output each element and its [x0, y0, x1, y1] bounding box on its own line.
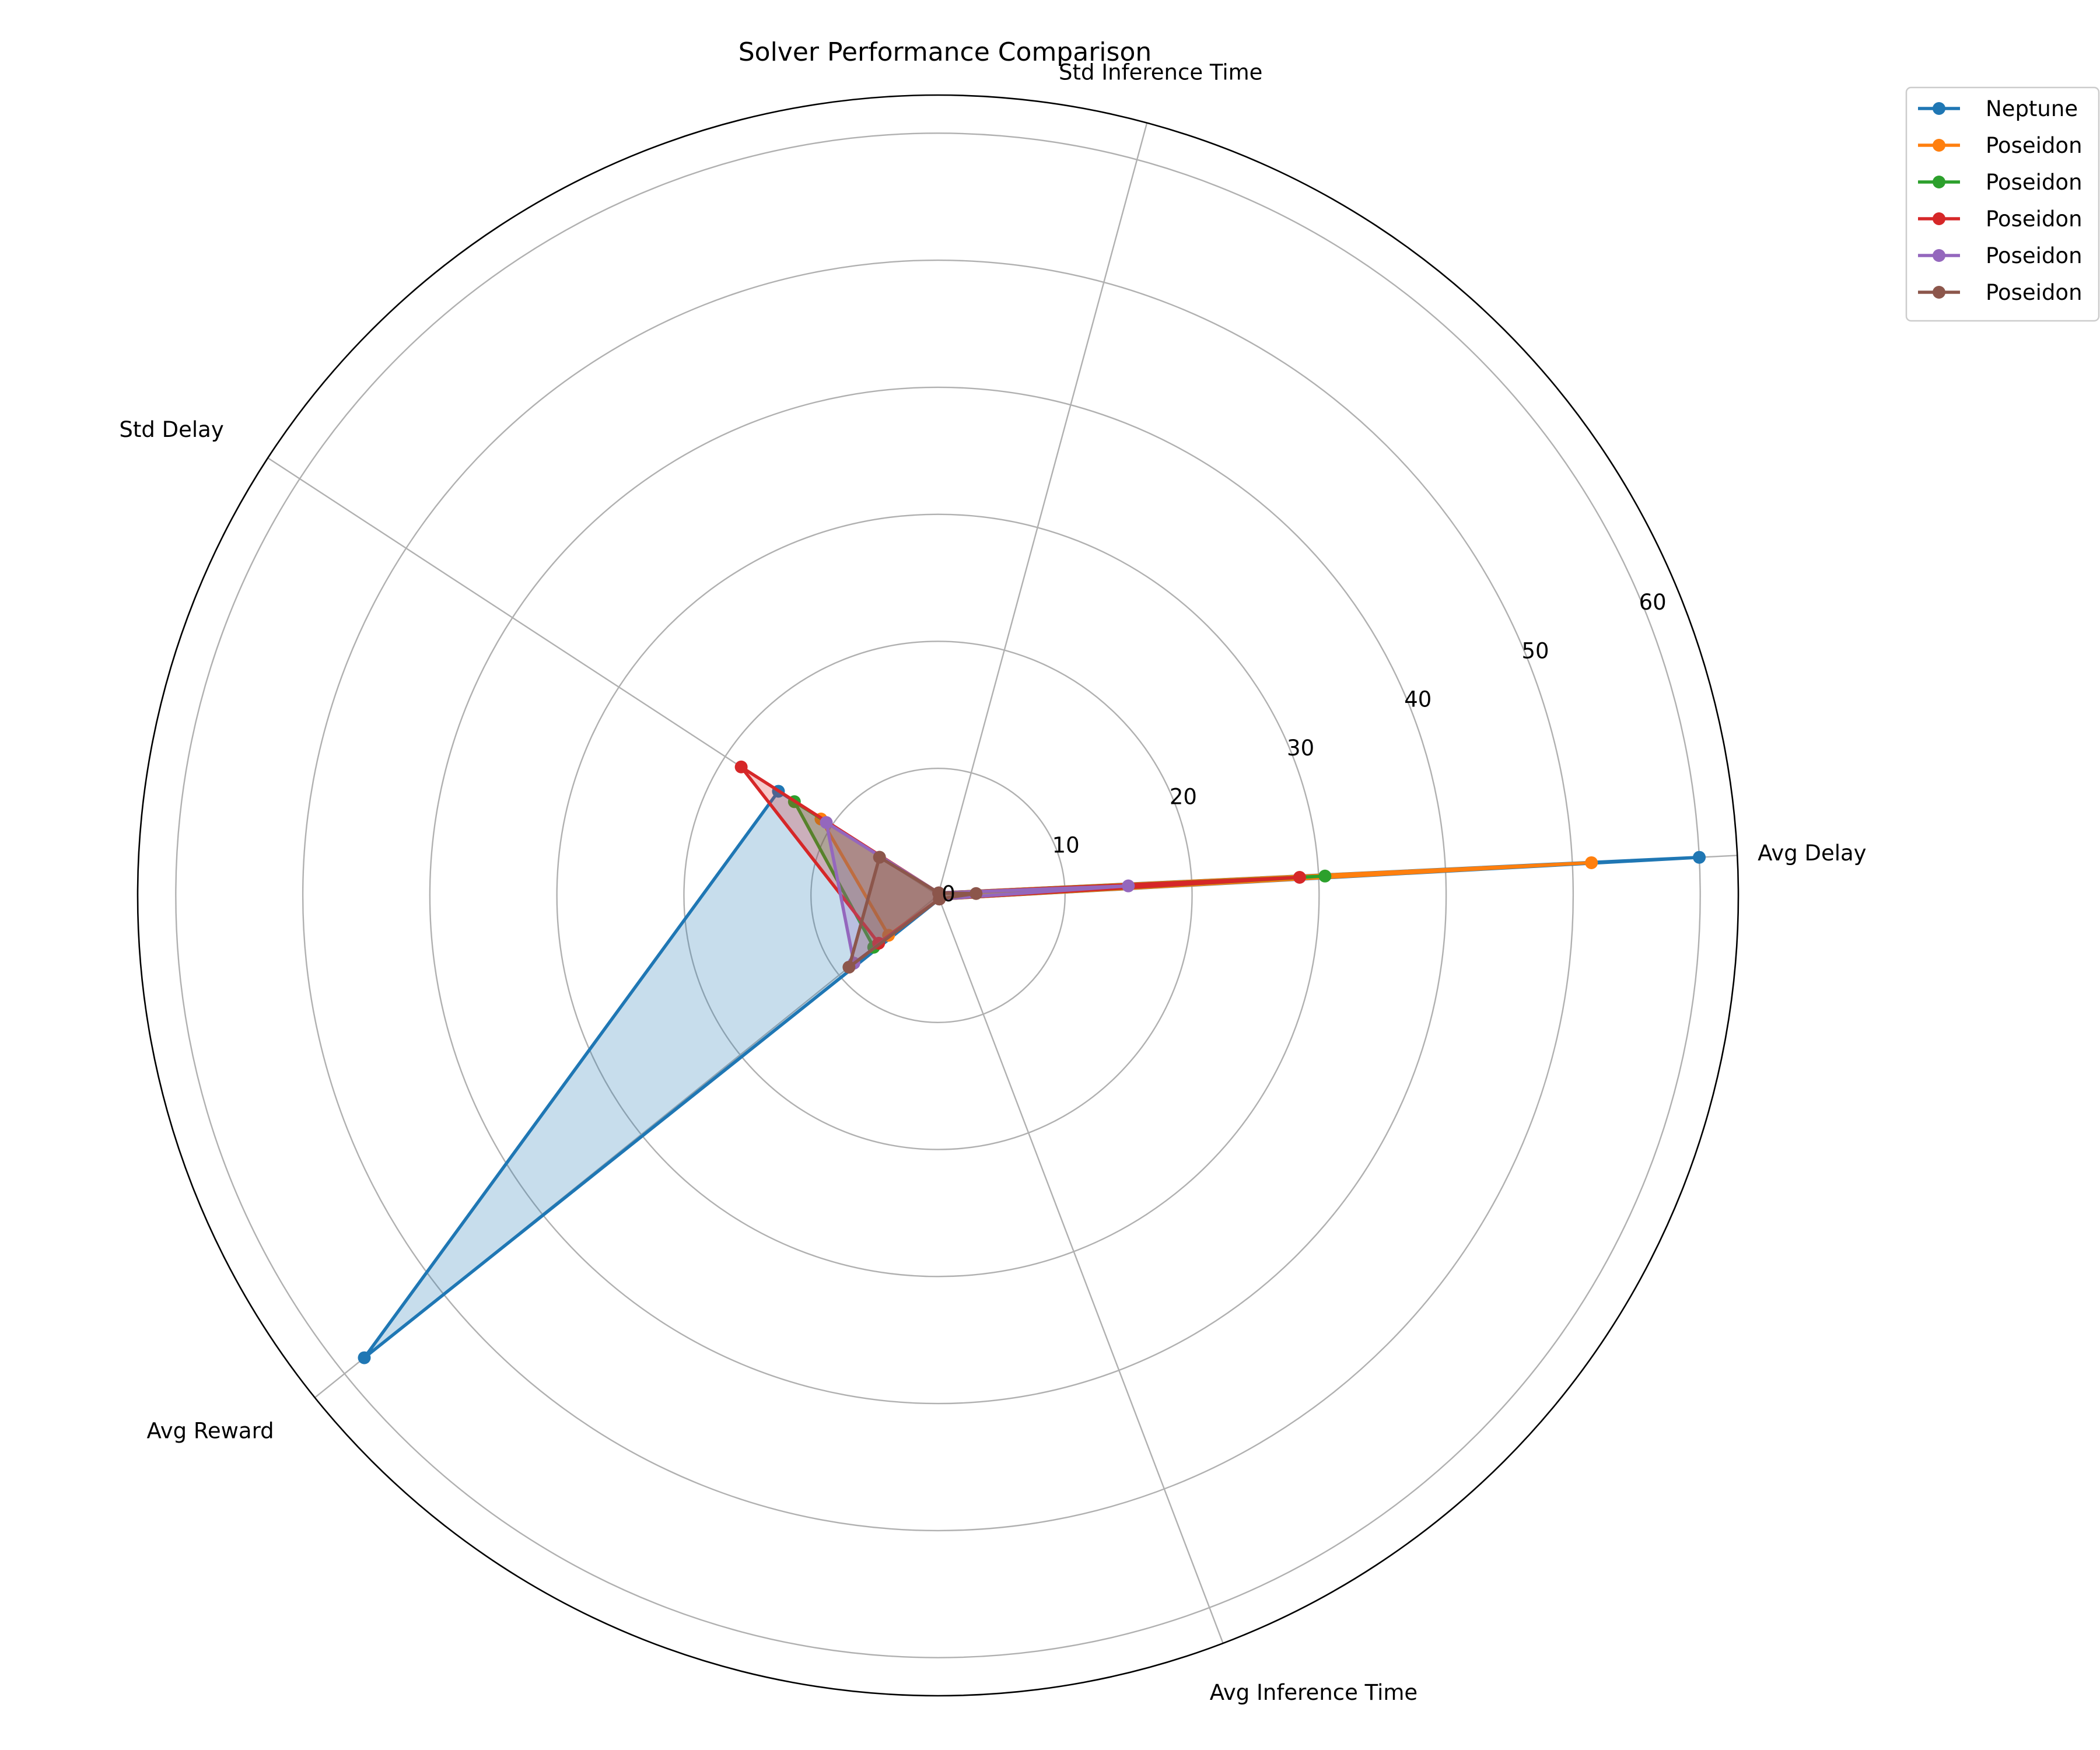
grid-circle-10: [810, 768, 1066, 1023]
outer-frame: [136, 94, 1740, 1697]
series-fill-5: [849, 857, 977, 967]
series-1-point-0: [1585, 856, 1598, 869]
series-5-point-3: [873, 850, 886, 864]
series-5-point-0: [970, 887, 983, 900]
radial-tick-label-10: 10: [1052, 833, 1080, 858]
series-3-point-0: [1293, 870, 1306, 884]
axis-label-0: Avg Delay: [1758, 841, 1866, 866]
axis-label-4: Std Inference Time: [1059, 60, 1262, 85]
grid-circle-60: [175, 132, 1701, 1658]
series-4-point-3: [820, 816, 833, 830]
spoke-1: [937, 895, 1224, 1644]
legend-swatch-marker-2: [1933, 176, 1945, 188]
radial-tick-label-0: 0: [942, 881, 956, 907]
series-0-point-2: [358, 1351, 371, 1364]
legend-swatch-marker-0: [1933, 102, 1945, 115]
legend-label-4: Poseidon: [1986, 243, 2082, 268]
legend-swatch-marker-5: [1933, 286, 1945, 299]
series-fill-0: [364, 791, 1699, 1358]
axis-label-2: Avg Reward: [147, 1418, 274, 1443]
series-5-point-2: [842, 960, 856, 974]
radial-tick-label-20: 20: [1170, 784, 1197, 809]
spoke-4: [937, 123, 1148, 896]
legend-label-0: Neptune: [1986, 96, 2078, 121]
legend-swatch-marker-1: [1933, 139, 1945, 152]
radial-tick-label-40: 40: [1404, 687, 1432, 712]
axis-label-1: Avg Inference Time: [1210, 1680, 1418, 1705]
grid-circle-20: [683, 640, 1193, 1150]
axis-label-3: Std Delay: [119, 417, 223, 442]
grid-circle-30: [556, 513, 1320, 1278]
radial-tick-label-50: 50: [1521, 638, 1549, 663]
series-3-point-3: [734, 760, 748, 774]
series-fill-3: [741, 766, 1300, 943]
label-layer: 0 10 20 30 40 50 60 Avg Delay Avg Inference Time…: [119, 60, 1866, 1705]
radial-tick-label-60: 60: [1639, 590, 1667, 615]
series-fill-1: [821, 819, 1592, 936]
legend-label-2: Poseidon: [1986, 170, 2082, 195]
legend-label-1: Poseidon: [1986, 133, 2082, 158]
series-layer: [358, 760, 1706, 1364]
legend-swatch-marker-3: [1933, 212, 1945, 225]
chart-title: Solver Performance Comparison: [738, 37, 1152, 67]
grid-circle-40: [429, 386, 1447, 1405]
series-line-0: [362, 789, 1701, 1360]
grid-circle-50: [302, 259, 1574, 1532]
series-line-1: [819, 817, 1593, 937]
series-0-point-0: [1693, 850, 1706, 864]
series-5-point-4: [932, 886, 946, 900]
legend[interactable]: Neptune Poseidon Poseidon Poseidon Poseidon P…: [1905, 86, 2100, 322]
series-4-point-0: [1122, 879, 1135, 892]
series-fill-2: [794, 802, 1325, 947]
legend-label-3: Poseidon: [1986, 206, 2082, 232]
radial-tick-label-30: 30: [1287, 736, 1314, 761]
legend-swatch-marker-4: [1933, 249, 1945, 262]
series-2-point-0: [1318, 869, 1332, 883]
legend-label-5: Poseidon: [1986, 280, 2082, 305]
